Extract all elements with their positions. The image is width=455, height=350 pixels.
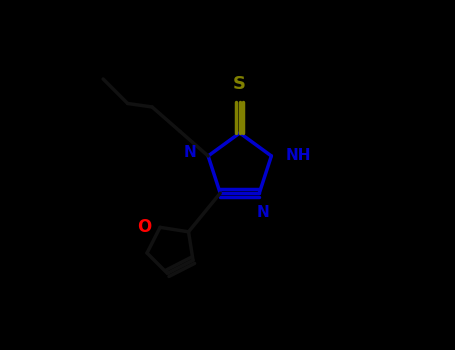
Text: N: N <box>257 205 269 220</box>
Text: O: O <box>137 218 152 236</box>
Text: NH: NH <box>285 148 311 163</box>
Text: S: S <box>233 75 246 93</box>
Text: N: N <box>183 145 196 160</box>
